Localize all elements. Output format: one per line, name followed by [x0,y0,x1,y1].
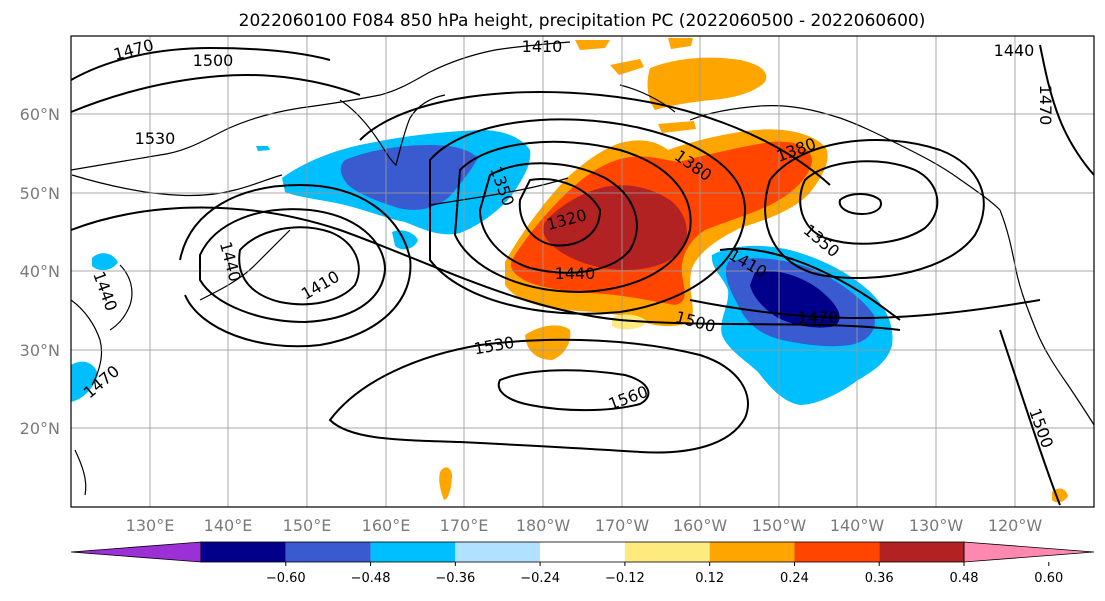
colorbar-swatch [624,542,710,562]
colorbar-extension-low [70,541,202,563]
contour-high-east-2 [799,160,939,245]
contour-low-west [238,226,360,306]
map-frame [70,35,1095,508]
contour-high-west-2 [70,73,361,113]
contour-high-east-1 [838,193,882,216]
colorbar-swatch [455,542,541,562]
colorbar-swatch [285,542,371,562]
coast-korea [109,264,133,331]
contour-label: 1440 [994,41,1035,60]
coast-na-west [999,209,1095,426]
precip-positive-north-4 [668,38,693,49]
precip-positive-north-2 [575,40,610,50]
precip-positive-south-1 [525,325,571,360]
lon-label: 180°W [516,516,571,535]
precip-negative-small-2 [92,253,118,271]
precip-negative-small-1 [392,230,418,250]
lat-label: 60°N [20,105,60,124]
colorbar-tick-label: 0.60 [1034,571,1063,586]
precip-positive-north-3 [610,59,644,75]
colorbar-tick-label: 0.48 [950,571,979,586]
colorbar-swatch [201,542,286,562]
latitude-labels: 60°N 50°N 40°N 30°N 20°N [20,105,60,438]
lon-label: 160°W [673,516,728,535]
colorbar-tick-label: 0.12 [695,571,724,586]
lat-label: 30°N [20,341,60,360]
contour-label: 1470 [1036,85,1055,126]
colorbar-tick-label: −0.12 [605,571,645,586]
lat-label: 20°N [20,419,60,438]
colorbar-swatch [540,542,625,562]
lat-label: 50°N [20,184,60,203]
precip-negative-nw-pacific-core [340,145,478,210]
contour-high-east-3 [764,139,985,280]
contour-low-center-2 [478,162,638,274]
lon-label: 160°E [362,516,411,535]
colorbar-frame [200,541,965,563]
contour-1410-east [719,247,901,321]
contour-1470-northeast [1039,44,1095,176]
longitude-labels: 130°E 140°E 150°E 160°E 170°E 180°W 170°… [126,516,1043,535]
colorbar-tick-label: 0.24 [780,571,809,586]
lat-label: 40°N [20,262,60,281]
coast-aleutians [429,177,569,206]
precip-positive-south-4 [612,314,648,330]
coast-seward [619,84,676,113]
lon-label: 170°W [595,516,650,535]
colorbar-extension-high [963,541,1095,563]
precip-negative-small-4 [256,146,270,151]
precip-negative-small-3 [71,361,98,402]
contour-high-west [70,46,331,81]
colorbar: −0.60 −0.48 −0.36 −0.24 −0.12 0.12 0.24 0.36 0.4… [70,541,1095,586]
colorbar-tick-label: −0.48 [351,571,391,586]
coast-japan [199,229,291,301]
coast-alaska [689,105,1001,211]
contour-1470-east [689,299,1041,320]
colorbar-swatch [879,542,964,562]
lon-label: 130°W [909,516,964,535]
lon-label: 140°E [204,516,253,535]
contour-label: 1410 [522,37,563,56]
coast-china [70,299,103,386]
colorbar-tick-label: −0.36 [435,571,475,586]
contour-1530-b [328,338,749,454]
contour-label: 1500 [193,51,234,70]
lon-label: 140°W [830,516,885,535]
map-panel: 1470 1500 1410 1440 1470 1530 1350 1380 … [70,35,1095,508]
coast-philippines [74,449,87,496]
lon-label: 150°W [752,516,807,535]
colorbar-tick-label: −0.24 [520,571,560,586]
colorbar-swatch [370,542,456,562]
contour-low-center-1 [518,178,602,247]
graticule [71,36,1094,507]
precip-positive-north [647,57,767,110]
colorbar-tick-label: 0.36 [865,571,894,586]
precip-positive-south-2 [439,467,452,500]
height-contours [70,44,1095,506]
colorbar-tick-label: −0.60 [266,571,306,586]
colorbar-swatch [794,542,880,562]
contour-1500-mid [359,91,831,186]
contour-1560 [497,369,650,412]
lon-label: 120°W [988,516,1043,535]
lon-label: 150°E [283,516,332,535]
lon-label: 130°E [126,516,175,535]
map-title: 2022060100 F084 850 hPa height, precipit… [239,11,926,31]
contour-low-center-3 [453,140,692,294]
precip-positive-alaska [658,121,696,133]
contour-low-center-4 [429,118,747,315]
lon-label: 170°E [440,516,489,535]
contour-1500-southeast [999,329,1061,506]
coast-siberia [70,41,571,171]
contour-label: 1530 [135,129,176,148]
coast-sakhalin [71,174,283,197]
contour-label: 1470 [798,308,839,327]
colorbar-swatch [709,542,795,562]
precip-positive-bering-core [543,185,687,270]
contour-label: 1440 [555,264,596,283]
contour-1530 [70,206,901,331]
